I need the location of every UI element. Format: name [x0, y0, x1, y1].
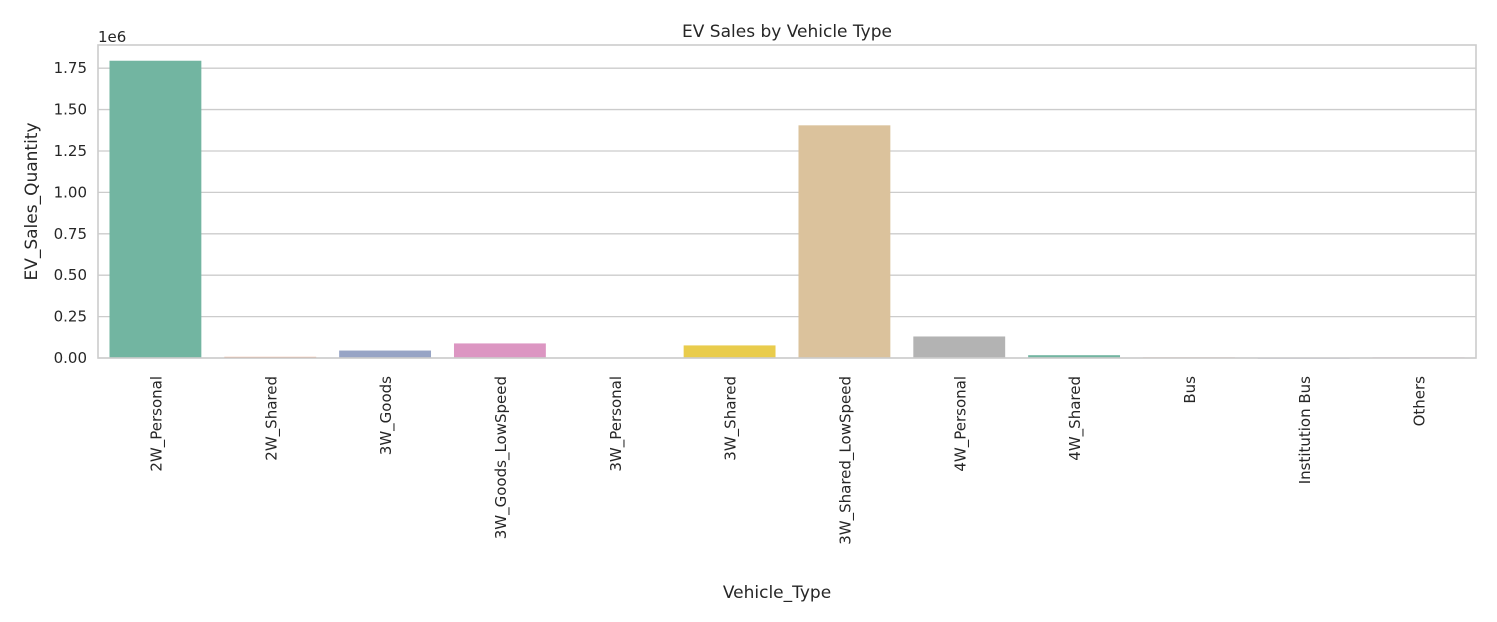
y-tick-label: 0.00 — [54, 349, 87, 367]
bars — [109, 60, 1465, 359]
y-tick-label: 1.25 — [54, 142, 87, 160]
y-tick-label: 1.50 — [54, 101, 87, 119]
y-tick-label: 0.75 — [54, 225, 87, 243]
bar — [913, 336, 1006, 358]
bar — [1028, 355, 1121, 358]
x-tick-label: 4W_Shared — [1066, 376, 1085, 461]
y-offset-label: 1e6 — [98, 28, 126, 46]
y-tick-label: 0.50 — [54, 266, 87, 284]
bar — [798, 125, 891, 359]
x-tick-label: 3W_Goods_LowSpeed — [492, 376, 511, 539]
y-gridlines — [98, 67, 1476, 359]
plot-frame — [97, 44, 1477, 359]
y-tick-label: 1.75 — [54, 59, 87, 77]
x-tick-labels: 2W_Personal 2W_Shared 3W_Goods 3W_Goods_Low… — [147, 376, 1428, 545]
y-tick-label: 0.25 — [54, 308, 87, 326]
bar — [683, 345, 776, 358]
x-axis-label: Vehicle_Type — [723, 583, 831, 603]
x-tick-label: Others — [1411, 376, 1429, 427]
x-tick-label: 3W_Shared_LowSpeed — [836, 376, 855, 545]
x-tick-label: Bus — [1181, 376, 1199, 404]
x-tick-label: Institution Bus — [1296, 376, 1314, 484]
x-tick-label: 2W_Personal — [147, 376, 166, 472]
x-tick-label: 2W_Shared — [262, 376, 281, 461]
x-tick-label: 3W_Personal — [607, 376, 626, 472]
bar — [453, 343, 546, 358]
x-tick-label: 4W_Personal — [951, 376, 970, 472]
bar — [339, 350, 432, 358]
bar — [109, 60, 202, 359]
x-tick-label: 3W_Shared — [722, 376, 741, 461]
y-axis-label: EV_Sales_Quantity — [22, 122, 42, 280]
x-tick-label: 3W_Goods — [377, 376, 396, 455]
chart-title: EV Sales by Vehicle Type — [682, 22, 892, 42]
y-tick-labels: 0.00 0.25 0.50 0.75 1.00 1.25 1.50 1.75 — [54, 59, 87, 367]
y-tick-label: 1.00 — [54, 183, 87, 201]
